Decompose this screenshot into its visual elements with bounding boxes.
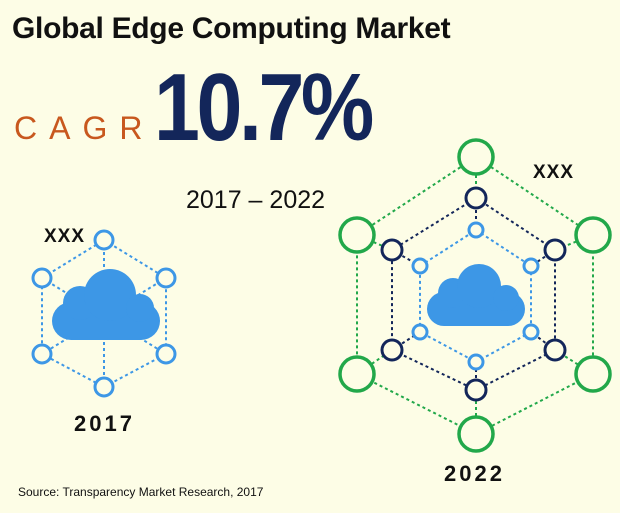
node-icon [93,376,115,398]
chart-title: Global Edge Computing Market [12,12,451,45]
node-icon [464,186,488,210]
node-icon [467,221,485,239]
node-icon [467,353,485,371]
node-icon [457,138,495,176]
network-2022 [338,138,612,453]
node-icon [31,343,53,365]
source-note: Source: Transparency Market Research, 20… [18,485,264,499]
node-icon [464,378,488,402]
node-icon [543,238,567,262]
node-icon [574,355,612,393]
node-icon [338,216,376,254]
node-icon [380,338,404,362]
node-icon [522,257,540,275]
node-icon [522,323,540,341]
node-icon [543,338,567,362]
value-label-2022: XXX [533,162,575,183]
cagr-label: CAGR [14,110,155,146]
node-icon [93,229,115,251]
node-icon [380,238,404,262]
node-icon [411,323,429,341]
cloud-icon [52,269,160,340]
node-icon [155,267,177,289]
forecast-period: 2017 – 2022 [186,186,326,214]
cloud-icon [427,264,525,326]
node-icon [574,216,612,254]
year-label-2017: 2017 [74,411,135,436]
cagr-value: 10.7% [154,54,374,161]
node-icon [457,415,495,453]
network-2017 [31,229,177,398]
node-icon [338,355,376,393]
year-label-2022: 2022 [444,461,505,486]
node-icon [31,267,53,289]
value-label-2017: XXX [44,226,86,247]
node-icon [411,257,429,275]
node-icon [155,343,177,365]
